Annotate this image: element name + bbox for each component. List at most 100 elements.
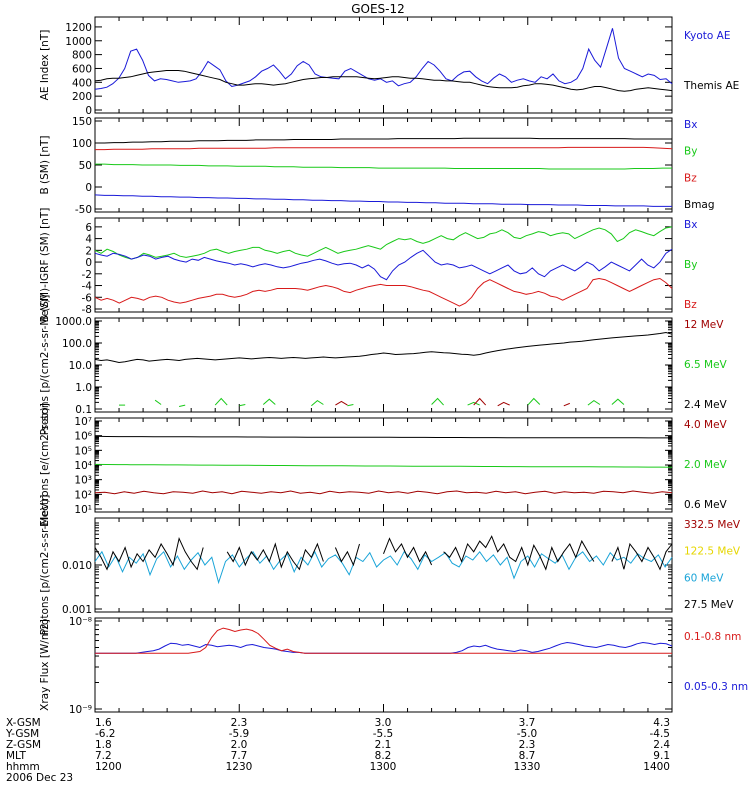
panel-frame [94,217,673,313]
series-by [95,163,672,170]
legend-entry: 12 MeV [684,319,724,331]
y-tick-label: 10⁷ [74,416,92,428]
series-segment [334,543,360,567]
series-line [94,435,672,439]
y-tick-label: 150 [72,116,92,128]
series-6-5-mev [119,397,625,407]
y-tick-label: 50 [79,160,92,172]
series-line [95,627,672,654]
legend-entry: 60 MeV [684,572,724,584]
series-0-05-0-3-nm [95,641,673,654]
series-segment [497,401,510,407]
series-segment [383,537,433,566]
series-segment [239,404,246,407]
series-line [94,331,673,364]
series-themis-ae [94,70,673,92]
series-line [95,146,673,151]
series-line [95,137,672,144]
series-segment [443,535,595,571]
footer-value: 2.3 [519,739,536,751]
y-tick-label: 10⁵ [74,445,92,457]
footer-value: 2.0 [231,739,248,751]
y-tick-label: 0 [85,105,92,117]
series-segment [467,401,480,406]
footer-value: 7.7 [231,750,248,762]
series-0-6-mev [94,435,672,439]
y-tick-label: 1000.0 [55,316,92,328]
legend-entry: Bx [684,219,697,231]
series-2-4-mev [94,331,673,364]
series-segment [178,404,186,407]
y-tick-label: 10⁴ [74,460,92,472]
y-tick-label: -4 [82,281,93,293]
y-axis-label: Protons [p/(cm2-s-sr-MeV)] [39,295,51,436]
legend-entry: Bx [684,119,697,131]
panel-5: 10¹ 10² 10³ 10⁴ 10⁵ 10⁶ 10⁷ Electrons [e/(cm2-s… [39,403,728,527]
footer-value: 2.3 [231,717,248,729]
y-tick-label: 0 [85,257,92,269]
series-segment [587,399,601,406]
footer-value: 2.1 [375,739,392,751]
legend-entry: 0.1-0.8 nm [684,631,741,643]
panel-frame [94,16,673,114]
legend-entry: 2.0 MeV [684,459,728,471]
legend-entry: 0.6 MeV [684,499,728,511]
series-segment [311,399,324,407]
footer-value: 1300 [370,761,397,773]
series-bz [95,146,673,151]
series-line [94,194,672,207]
series-bz [94,277,673,307]
y-tick-label: 10⁶ [74,431,92,443]
y-tick-label: 0.001 [62,604,92,616]
series-segment [214,397,228,406]
y-tick-label: 10¹ [74,504,92,516]
legend-entry: Themis AE [683,80,739,92]
y-tick-label: 0.1 [75,404,92,416]
series-line [94,70,673,92]
series-0-1-0-8-nm [95,627,672,654]
y-tick-label: 4 [85,234,92,246]
footer-row-label: X-GSM [6,717,41,729]
legend-entry: 122.5 MeV [684,546,741,558]
footer-value: 2.4 [653,739,670,751]
series-segment [563,402,570,407]
footer-value: 1.8 [95,739,112,751]
y-tick-label: 10⁻⁸ [69,616,92,628]
y-tick-label: 1000 [65,36,92,48]
legend-entry: 6.5 MeV [684,359,728,371]
footer-row-label: Z-GSM [6,739,41,751]
legend-entry: Bz [684,172,697,184]
series-segment [154,399,162,405]
legend-entry: Bz [684,299,697,311]
footer-value: -5.0 [517,728,538,740]
y-tick-label: 2 [85,245,92,257]
legend-entry: 332.5 MeV [684,519,741,531]
footer-row-label: hhmm [6,761,40,773]
y-axis-label: Protons [p/(cm2-s-sr-MeV)] [39,495,51,636]
series-line [94,490,673,495]
footer-value: -5.9 [229,728,250,740]
footer-value: 1230 [226,761,253,773]
footer-value: 1200 [95,761,122,773]
legend-entry: By [684,259,697,271]
footer-value: 3.7 [519,717,536,729]
y-tick-label: 0 [85,182,92,194]
footer-row-label: Y-GSM [5,728,39,740]
footer-value: 8.2 [375,750,392,762]
panel-4: 0.1 1.0 10.0 100.0 1000.0 Protons [p/(cm2-s-s… [39,295,728,436]
y-axis-label: B (SM) [nT] [39,135,51,194]
y-tick-label: 10.0 [69,360,92,372]
panel-2: -50 0 50 100 150 B (SM) [nT] Bx By Bz Bmag [39,116,715,216]
y-tick-label: 600 [72,63,92,75]
series-segment [226,542,324,571]
y-tick-label: -2 [82,269,92,281]
series-line [94,277,673,307]
series-line [95,641,673,654]
series-60-mev [94,550,673,585]
y-tick-label: -50 [75,204,92,216]
series-line [94,226,673,260]
legend-entry: Kyoto AE [684,30,730,42]
